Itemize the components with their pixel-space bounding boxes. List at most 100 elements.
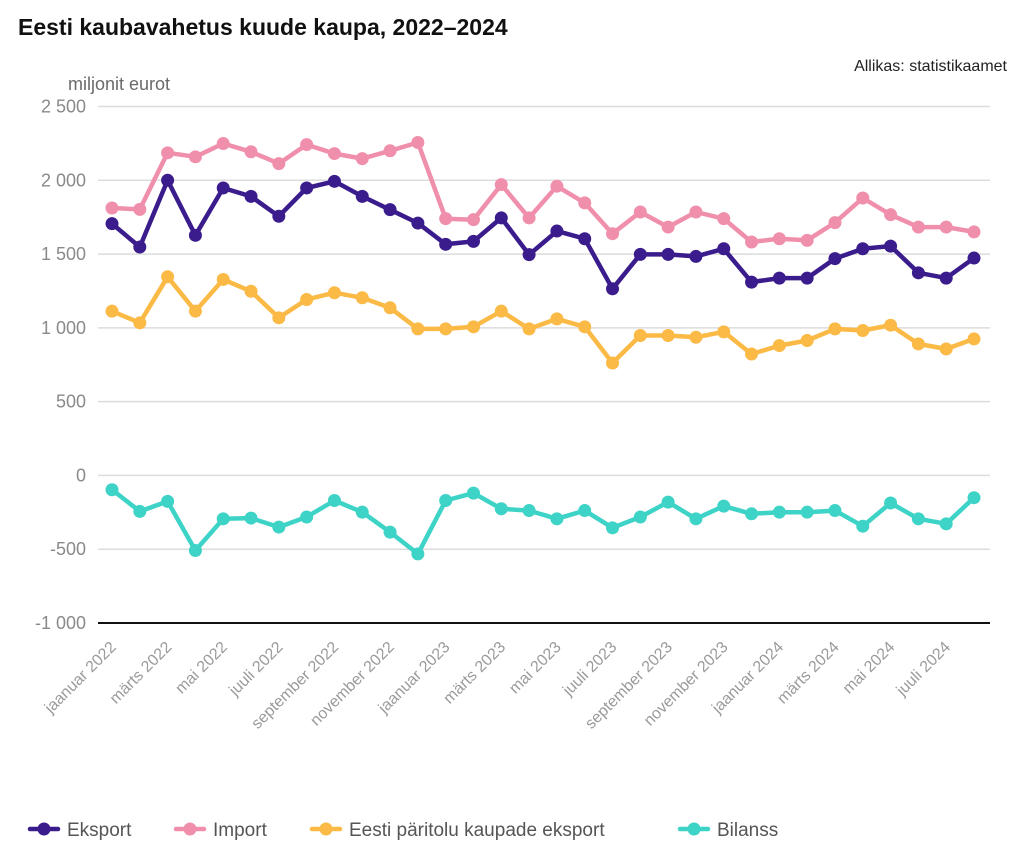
data-point[interactable] — [745, 507, 759, 521]
data-point[interactable] — [272, 311, 286, 325]
data-point[interactable] — [466, 213, 480, 227]
data-point[interactable] — [133, 240, 147, 254]
data-point[interactable] — [772, 232, 786, 246]
data-point[interactable] — [244, 284, 258, 298]
data-point[interactable] — [216, 272, 230, 286]
data-point[interactable] — [439, 322, 453, 336]
data-point[interactable] — [355, 152, 369, 166]
data-point[interactable] — [550, 224, 564, 238]
data-point[interactable] — [772, 339, 786, 353]
data-point[interactable] — [383, 301, 397, 315]
data-point[interactable] — [633, 510, 647, 524]
data-point[interactable] — [661, 495, 675, 509]
data-point[interactable] — [689, 330, 703, 344]
data-point[interactable] — [911, 266, 925, 280]
data-point[interactable] — [439, 237, 453, 251]
data-point[interactable] — [578, 320, 592, 334]
data-point[interactable] — [800, 271, 814, 285]
data-point[interactable] — [550, 179, 564, 193]
data-point[interactable] — [606, 521, 620, 535]
data-point[interactable] — [411, 216, 425, 230]
data-point[interactable] — [661, 220, 675, 234]
data-point[interactable] — [105, 201, 119, 215]
data-point[interactable] — [522, 322, 536, 336]
data-point[interactable] — [300, 181, 314, 195]
data-point[interactable] — [383, 203, 397, 217]
data-point[interactable] — [828, 216, 842, 230]
data-point[interactable] — [161, 173, 175, 187]
data-point[interactable] — [606, 227, 620, 241]
data-point[interactable] — [188, 150, 202, 164]
data-point[interactable] — [884, 208, 898, 222]
data-point[interactable] — [522, 504, 536, 518]
data-point[interactable] — [272, 157, 286, 171]
data-point[interactable] — [633, 205, 647, 219]
data-point[interactable] — [133, 202, 147, 216]
data-point[interactable] — [105, 304, 119, 318]
data-point[interactable] — [466, 320, 480, 334]
data-point[interactable] — [411, 322, 425, 336]
data-point[interactable] — [355, 291, 369, 305]
data-point[interactable] — [967, 225, 981, 239]
data-point[interactable] — [717, 212, 731, 226]
data-point[interactable] — [355, 189, 369, 203]
data-point[interactable] — [633, 329, 647, 343]
data-point[interactable] — [327, 494, 341, 508]
data-point[interactable] — [466, 234, 480, 248]
data-point[interactable] — [578, 504, 592, 518]
data-point[interactable] — [494, 304, 508, 318]
data-point[interactable] — [216, 181, 230, 195]
data-point[interactable] — [300, 293, 314, 307]
data-point[interactable] — [439, 212, 453, 226]
data-point[interactable] — [884, 239, 898, 253]
data-point[interactable] — [939, 220, 953, 234]
data-point[interactable] — [800, 505, 814, 519]
data-point[interactable] — [550, 512, 564, 526]
data-point[interactable] — [967, 491, 981, 505]
data-point[interactable] — [244, 189, 258, 203]
data-point[interactable] — [689, 249, 703, 263]
data-point[interactable] — [327, 174, 341, 188]
data-point[interactable] — [856, 519, 870, 533]
data-point[interactable] — [717, 325, 731, 339]
data-point[interactable] — [856, 324, 870, 338]
data-point[interactable] — [661, 329, 675, 343]
data-point[interactable] — [661, 247, 675, 261]
data-point[interactable] — [133, 504, 147, 518]
data-point[interactable] — [327, 147, 341, 161]
data-point[interactable] — [578, 196, 592, 210]
data-point[interactable] — [745, 275, 759, 289]
data-point[interactable] — [828, 252, 842, 266]
data-point[interactable] — [606, 356, 620, 370]
data-point[interactable] — [522, 248, 536, 262]
data-point[interactable] — [244, 511, 258, 525]
data-point[interactable] — [272, 209, 286, 223]
data-point[interactable] — [494, 502, 508, 516]
data-point[interactable] — [967, 251, 981, 265]
data-point[interactable] — [911, 337, 925, 351]
data-point[interactable] — [856, 242, 870, 256]
data-point[interactable] — [522, 211, 536, 225]
data-point[interactable] — [911, 512, 925, 526]
data-point[interactable] — [244, 145, 258, 159]
data-point[interactable] — [745, 235, 759, 249]
data-point[interactable] — [188, 228, 202, 242]
legend-item[interactable]: Eksport — [27, 820, 132, 841]
legend-item[interactable]: Import — [173, 820, 268, 841]
data-point[interactable] — [856, 191, 870, 205]
data-point[interactable] — [133, 316, 147, 330]
data-point[interactable] — [911, 220, 925, 234]
data-point[interactable] — [105, 483, 119, 497]
data-point[interactable] — [689, 205, 703, 219]
data-point[interactable] — [272, 520, 286, 534]
data-point[interactable] — [161, 146, 175, 160]
data-point[interactable] — [745, 347, 759, 361]
data-point[interactable] — [967, 332, 981, 346]
legend-item[interactable]: Eesti päritolu kaupade eksport — [309, 820, 605, 841]
data-point[interactable] — [300, 510, 314, 524]
data-point[interactable] — [188, 304, 202, 318]
data-point[interactable] — [772, 505, 786, 519]
data-point[interactable] — [300, 138, 314, 152]
data-point[interactable] — [411, 136, 425, 150]
data-point[interactable] — [633, 247, 647, 261]
